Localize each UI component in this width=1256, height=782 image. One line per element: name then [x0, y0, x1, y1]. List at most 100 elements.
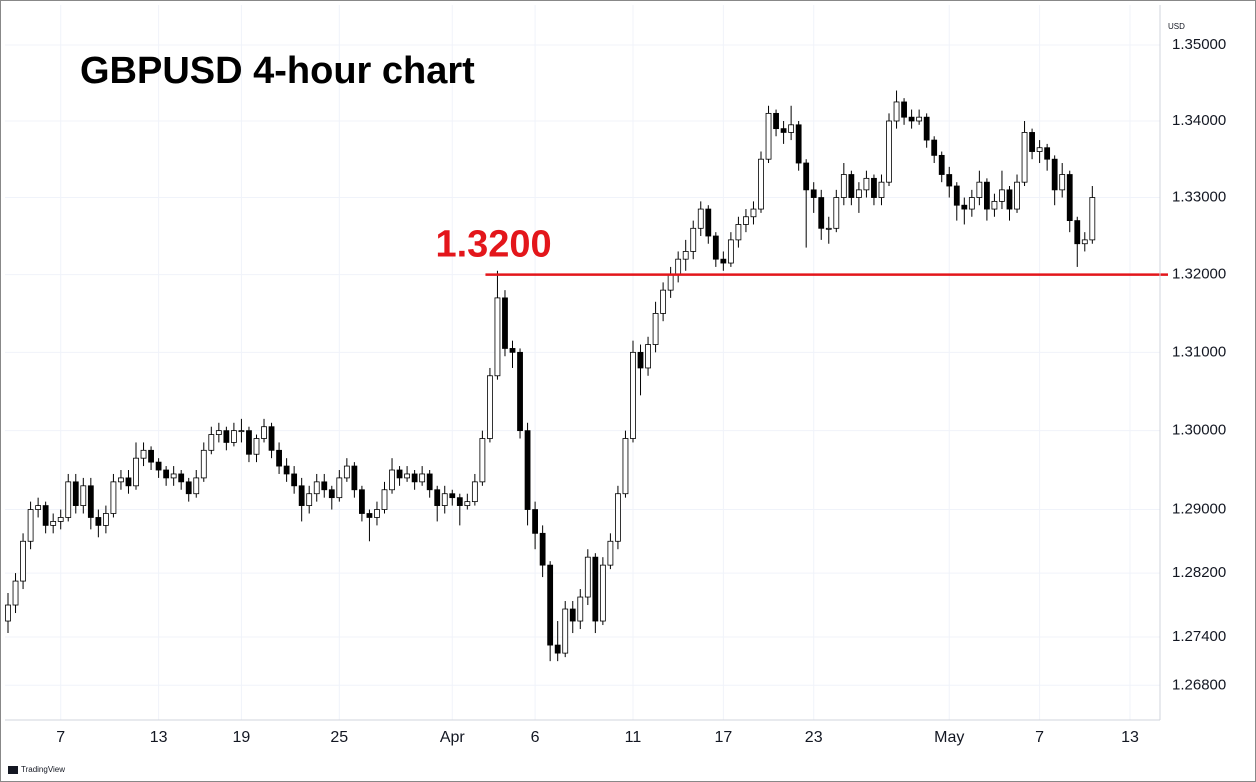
candle-body [125, 477, 132, 487]
candle-body [208, 434, 215, 451]
candle-body [1089, 197, 1096, 241]
x-tick-label: 7 [1035, 729, 1044, 746]
candle-body [35, 505, 42, 510]
candle-body [569, 608, 576, 622]
candle-body [667, 274, 674, 291]
candle-body [953, 185, 960, 206]
y-tick-label: 1.35000 [1172, 36, 1226, 53]
candle-body [464, 501, 471, 506]
candle-body [1006, 189, 1013, 210]
candle-body [622, 438, 629, 495]
candle-body [991, 200, 998, 210]
candle-body [306, 493, 313, 506]
candle-body [637, 351, 644, 369]
candle-body [509, 348, 516, 353]
candle-body [697, 208, 704, 229]
candle-body [42, 505, 49, 526]
candle-body [223, 430, 230, 443]
candle-body [246, 430, 252, 455]
candle-body [419, 473, 426, 483]
candle-body [720, 258, 727, 264]
candle-body [479, 438, 486, 483]
candle-body [163, 469, 170, 479]
candle-body [351, 465, 358, 491]
chart-title: GBPUSD 4-hour chart [80, 50, 475, 92]
candle-body [313, 481, 320, 495]
candle-body [712, 235, 719, 260]
candle-body [12, 580, 19, 606]
x-tick-label: 13 [150, 729, 168, 746]
y-tick-label: 1.26800 [1172, 676, 1226, 693]
candle-body [65, 481, 72, 518]
candle-body [396, 469, 403, 479]
candle-body [825, 227, 832, 230]
candle-body [328, 489, 335, 499]
x-tick-label: 19 [233, 729, 251, 746]
candle-body [87, 485, 94, 518]
candle-body [524, 430, 531, 510]
candle-body [727, 239, 734, 264]
candle-body [908, 116, 915, 122]
candle-body [230, 430, 237, 443]
candle-body [118, 477, 124, 483]
y-tick-label: 1.32000 [1172, 266, 1226, 283]
candle-body [178, 473, 185, 483]
candle-body [517, 351, 523, 432]
candle-body [855, 189, 862, 198]
candle-body [788, 124, 795, 133]
candle-body [283, 465, 290, 475]
candle-body [833, 197, 840, 229]
x-tick-label: 7 [56, 729, 65, 746]
candle-body [502, 297, 508, 349]
candle-body [27, 509, 34, 542]
candle-body [5, 604, 11, 622]
footer-logo: TradingView [8, 765, 65, 774]
candle-body [411, 473, 418, 483]
x-tick-label: 6 [531, 729, 540, 746]
candle-body [1036, 147, 1043, 152]
candle-body [961, 204, 968, 210]
candle-body [80, 485, 87, 506]
candle-body [155, 461, 162, 471]
candle-body [803, 162, 810, 191]
candle-body [1044, 147, 1051, 160]
candle-body [848, 174, 855, 198]
candle-body [170, 473, 177, 479]
candle-body [1014, 181, 1020, 210]
candle-body [1021, 132, 1028, 183]
candle-body [57, 517, 64, 522]
candle-body [494, 297, 501, 377]
candle-body [200, 449, 207, 479]
candles [5, 90, 1096, 662]
candle-body [110, 481, 117, 514]
candle-body [758, 158, 764, 210]
candle-body [366, 513, 373, 518]
candle-body [878, 181, 885, 198]
candle-body [984, 181, 990, 210]
candle-body [615, 493, 621, 542]
candle-body [374, 509, 380, 518]
candle-body [893, 101, 900, 122]
candle-body [95, 517, 102, 526]
candle-body [268, 426, 275, 451]
currency-label: USD [1168, 22, 1185, 31]
candle-body [276, 449, 282, 467]
candle-body [818, 197, 825, 229]
candle-body [238, 430, 245, 433]
candle-body [343, 465, 350, 479]
candle-body [901, 101, 907, 118]
candle-body [389, 469, 395, 491]
candle-body [660, 289, 667, 314]
candle-body [863, 177, 870, 191]
candle-body [253, 438, 260, 455]
candle-body [592, 556, 599, 622]
candle-body [321, 481, 328, 491]
x-tick-label: 17 [714, 729, 732, 746]
candle-body [140, 449, 147, 459]
y-tick-label: 1.29000 [1172, 501, 1226, 518]
candle-body [554, 644, 561, 654]
candle-body [577, 596, 584, 622]
candle-body [185, 481, 192, 495]
